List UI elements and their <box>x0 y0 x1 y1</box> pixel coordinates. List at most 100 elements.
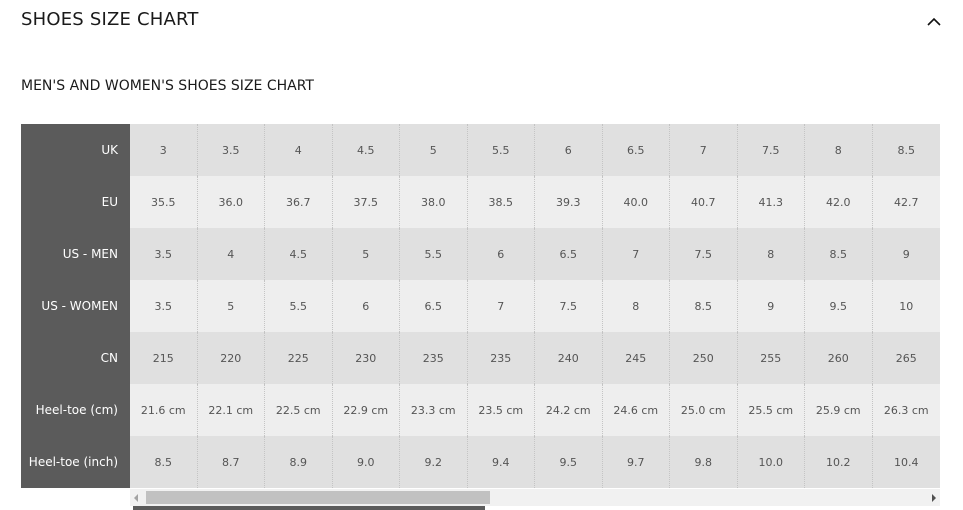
table-cell: 4 <box>265 124 333 176</box>
table-cell: 10.0 <box>737 436 805 488</box>
table-cell: 245 <box>602 332 670 384</box>
table-cell: 7.5 <box>670 228 738 280</box>
table-row: UK 3 3.5 4 4.5 5 5.5 6 6.5 7 7.5 8 8.5 <box>21 124 940 176</box>
table-cell: 5.5 <box>400 228 468 280</box>
table-cell: 23.3 cm <box>400 384 468 436</box>
table-cell: 260 <box>805 332 873 384</box>
table-cell: 42.0 <box>805 176 873 228</box>
table-cell: 225 <box>265 332 333 384</box>
row-header: Heel-toe (inch) <box>21 436 130 488</box>
table-cell: 230 <box>332 332 400 384</box>
row-header: CN <box>21 332 130 384</box>
table-cell: 5 <box>400 124 468 176</box>
horizontal-scrollbar[interactable] <box>130 489 940 506</box>
secondary-scrollbar-thumb[interactable] <box>133 506 485 510</box>
table-cell: 240 <box>535 332 603 384</box>
table-cell: 3.5 <box>197 124 265 176</box>
row-header: Heel-toe (cm) <box>21 384 130 436</box>
table-cell: 4.5 <box>332 124 400 176</box>
table-row: US - MEN 3.5 4 4.5 5 5.5 6 6.5 7 7.5 8 8.5 9 <box>21 228 940 280</box>
scroll-right-arrow-icon[interactable] <box>932 494 936 502</box>
table-cell: 4 <box>197 228 265 280</box>
table-cell: 9.8 <box>670 436 738 488</box>
table-cell: 7 <box>670 124 738 176</box>
table-cell: 9.4 <box>467 436 535 488</box>
table-cell: 35.5 <box>130 176 198 228</box>
table-cell: 39.3 <box>535 176 603 228</box>
table-cell: 22.9 cm <box>332 384 400 436</box>
table-cell: 7.5 <box>737 124 805 176</box>
table-cell: 26.3 cm <box>872 384 940 436</box>
table-cell: 255 <box>737 332 805 384</box>
table-cell: 9.2 <box>400 436 468 488</box>
table-cell: 9 <box>737 280 805 332</box>
table-row: Heel-toe (inch) 8.5 8.7 8.9 9.0 9.2 9.4 9.5 9.7 9… <box>21 436 940 488</box>
table-cell: 37.5 <box>332 176 400 228</box>
table-cell: 41.3 <box>737 176 805 228</box>
table-cell: 25.9 cm <box>805 384 873 436</box>
section-subtitle: MEN'S AND WOMEN'S SHOES SIZE CHART <box>21 78 314 94</box>
table-cell: 9.7 <box>602 436 670 488</box>
table-cell: 3.5 <box>130 280 198 332</box>
table-cell: 4.5 <box>265 228 333 280</box>
table-cell: 40.0 <box>602 176 670 228</box>
table-cell: 7 <box>602 228 670 280</box>
table-cell: 9 <box>872 228 940 280</box>
table-cell: 24.2 cm <box>535 384 603 436</box>
table-cell: 7 <box>467 280 535 332</box>
row-header: US - MEN <box>21 228 130 280</box>
table-cell: 38.0 <box>400 176 468 228</box>
table-cell: 9.0 <box>332 436 400 488</box>
table-cell: 8.5 <box>130 436 198 488</box>
table-row: CN 215 220 225 230 235 235 240 245 250 255 260 265 <box>21 332 940 384</box>
table-cell: 5.5 <box>265 280 333 332</box>
table-cell: 6 <box>535 124 603 176</box>
table-cell: 36.0 <box>197 176 265 228</box>
table-cell: 8.7 <box>197 436 265 488</box>
table-cell: 9.5 <box>535 436 603 488</box>
table-cell: 250 <box>670 332 738 384</box>
table-cell: 42.7 <box>872 176 940 228</box>
table-cell: 38.5 <box>467 176 535 228</box>
table-cell: 8.5 <box>805 228 873 280</box>
table-cell: 8 <box>737 228 805 280</box>
row-header: UK <box>21 124 130 176</box>
table-cell: 10 <box>872 280 940 332</box>
table-cell: 7.5 <box>535 280 603 332</box>
table-cell: 8.5 <box>872 124 940 176</box>
table-cell: 9.5 <box>805 280 873 332</box>
chevron-up-icon[interactable] <box>924 12 944 32</box>
table-cell: 24.6 cm <box>602 384 670 436</box>
table-cell: 5 <box>197 280 265 332</box>
page-title: SHOES SIZE CHART <box>21 9 199 30</box>
row-header: US - WOMEN <box>21 280 130 332</box>
table-cell: 8.5 <box>670 280 738 332</box>
table-cell: 3 <box>130 124 198 176</box>
table-cell: 6 <box>467 228 535 280</box>
row-header: EU <box>21 176 130 228</box>
table-cell: 6.5 <box>602 124 670 176</box>
table-cell: 8 <box>805 124 873 176</box>
table-cell: 21.6 cm <box>130 384 198 436</box>
table-cell: 6 <box>332 280 400 332</box>
table-row: EU 35.5 36.0 36.7 37.5 38.0 38.5 39.3 40.0 40.7 41… <box>21 176 940 228</box>
table-row: Heel-toe (cm) 21.6 cm 22.1 cm 22.5 cm 22.9 c… <box>21 384 940 436</box>
table-cell: 8 <box>602 280 670 332</box>
scroll-left-arrow-icon[interactable] <box>134 494 138 502</box>
table-cell: 36.7 <box>265 176 333 228</box>
table-cell: 220 <box>197 332 265 384</box>
table-cell: 5.5 <box>467 124 535 176</box>
table-cell: 215 <box>130 332 198 384</box>
table-cell: 25.5 cm <box>737 384 805 436</box>
size-chart-table: UK 3 3.5 4 4.5 5 5.5 6 6.5 7 7.5 8 8.5 EU 35.5 36.0 36.7… <box>21 124 940 488</box>
table-cell: 10.4 <box>872 436 940 488</box>
table-cell: 25.0 cm <box>670 384 738 436</box>
table-cell: 10.2 <box>805 436 873 488</box>
table-cell: 3.5 <box>130 228 198 280</box>
table-cell: 235 <box>467 332 535 384</box>
scrollbar-thumb[interactable] <box>146 491 490 504</box>
table-cell: 23.5 cm <box>467 384 535 436</box>
table-cell: 40.7 <box>670 176 738 228</box>
table-cell: 6.5 <box>535 228 603 280</box>
table-cell: 22.5 cm <box>265 384 333 436</box>
